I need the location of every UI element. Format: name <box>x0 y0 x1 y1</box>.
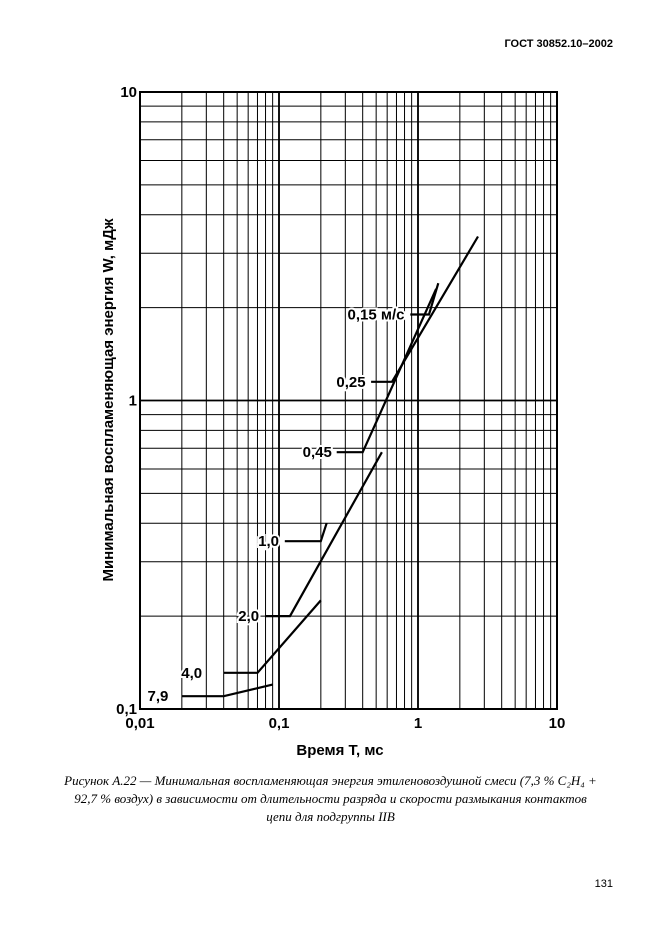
series-label: 1,0 <box>258 533 279 550</box>
document-header: ГОСТ 30852.10–2002 <box>504 38 613 50</box>
series-line <box>410 282 440 316</box>
x-tick-label: 0,1 <box>269 715 290 732</box>
series-label: 0,45 <box>303 444 332 461</box>
chart-series: 7,9 4,0 2,0 1,0 0,45 0,25 0,15 м/с <box>146 235 479 707</box>
series-label: 4,0 <box>181 665 202 682</box>
series-line <box>336 288 438 454</box>
series-line <box>284 522 328 543</box>
series-label: 0,15 м/с <box>348 307 405 324</box>
ignition-energy-chart: 7,94,02,01,00,450,250,15 м/с 0,01 0,1 1 100… <box>100 84 565 759</box>
series-line <box>181 683 273 698</box>
page-number: 131 <box>594 878 613 890</box>
plot-frame <box>139 91 558 710</box>
x-axis-label: Время T, мс <box>296 742 383 759</box>
series-label: 0,25 <box>336 374 365 391</box>
series-label: 2,0 <box>238 608 259 625</box>
y-tick-label: 0,1 <box>116 701 137 718</box>
chart-grid <box>139 91 558 710</box>
y-tick-label: 1 <box>129 393 137 410</box>
x-tick-label: 1 <box>414 715 422 732</box>
x-tick-label: 10 <box>549 715 566 732</box>
series-line <box>223 599 322 674</box>
x-tick-label: 0,01 <box>125 715 154 732</box>
series-line <box>265 451 383 618</box>
y-axis-label: Минимальная воспламеняющая энергия W, мД… <box>100 218 117 581</box>
series-line <box>371 235 479 383</box>
figure-caption: Рисунок А.22 — Минимальная воспламеняюща… <box>64 773 597 824</box>
y-tick-label: 10 <box>120 84 137 101</box>
series-label: 7,9 <box>148 688 169 705</box>
